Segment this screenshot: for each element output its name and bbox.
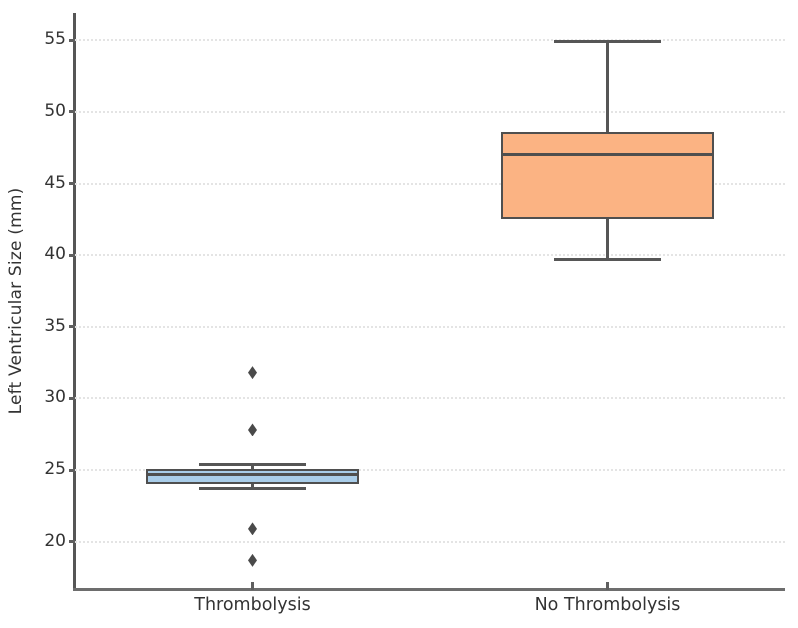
y-tick-label-35: 35 [44, 315, 66, 336]
y-tick-label-25: 25 [44, 459, 66, 480]
y-tick-label-50: 50 [44, 100, 66, 121]
whisker-upper-no-thrombolysis [606, 41, 609, 132]
box-thrombolysis [146, 468, 359, 485]
y-tick-mark-50 [69, 110, 75, 114]
y-tick-mark-40 [69, 253, 75, 257]
gridline-y-25 [75, 469, 785, 472]
x-tick-mark-0 [251, 582, 254, 590]
y-tick-mark-30 [69, 396, 75, 400]
x-tick-label-1: No Thrombolysis [534, 595, 681, 615]
whisker-lower-thrombolysis [251, 484, 254, 489]
y-tick-mark-55 [69, 38, 75, 42]
x-axis-spine [73, 588, 785, 591]
whisker-cap-high-no-thrombolysis [554, 40, 661, 44]
outlier-thrombolysis-0 [248, 366, 257, 380]
outlier-thrombolysis-3 [248, 553, 257, 567]
gridline-y-40 [75, 254, 785, 257]
whisker-cap-low-thrombolysis [199, 487, 306, 491]
whisker-cap-high-thrombolysis [199, 462, 306, 466]
median-no-thrombolysis [501, 153, 714, 157]
whisker-cap-low-no-thrombolysis [554, 257, 661, 261]
y-tick-label-40: 40 [44, 244, 66, 265]
y-tick-mark-45 [69, 182, 75, 185]
gridline-y-55 [75, 39, 785, 42]
y-tick-label-55: 55 [44, 29, 66, 50]
y-axis-spine [73, 13, 76, 591]
y-axis-title: Left Ventricular Size (mm) [6, 187, 26, 415]
outlier-thrombolysis-2 [248, 522, 257, 536]
gridline-y-30 [75, 397, 785, 400]
y-tick-mark-25 [69, 468, 75, 472]
box-no-thrombolysis [501, 131, 714, 220]
gridline-y-45 [75, 182, 785, 185]
gridline-y-35 [75, 325, 785, 328]
whisker-upper-thrombolysis [251, 464, 254, 469]
y-tick-label-45: 45 [44, 172, 66, 193]
median-thrombolysis [146, 472, 359, 476]
x-tick-mark-1 [606, 582, 609, 590]
gridline-y-50 [75, 110, 785, 113]
whisker-lower-no-thrombolysis [606, 219, 609, 260]
y-tick-label-30: 30 [44, 387, 66, 408]
gridline-y-20 [75, 540, 785, 543]
y-tick-mark-35 [69, 325, 75, 329]
outlier-thrombolysis-1 [248, 423, 257, 437]
x-tick-label-0: Thrombolysis [194, 595, 311, 615]
y-tick-mark-20 [69, 540, 75, 544]
y-tick-label-20: 20 [44, 530, 66, 551]
